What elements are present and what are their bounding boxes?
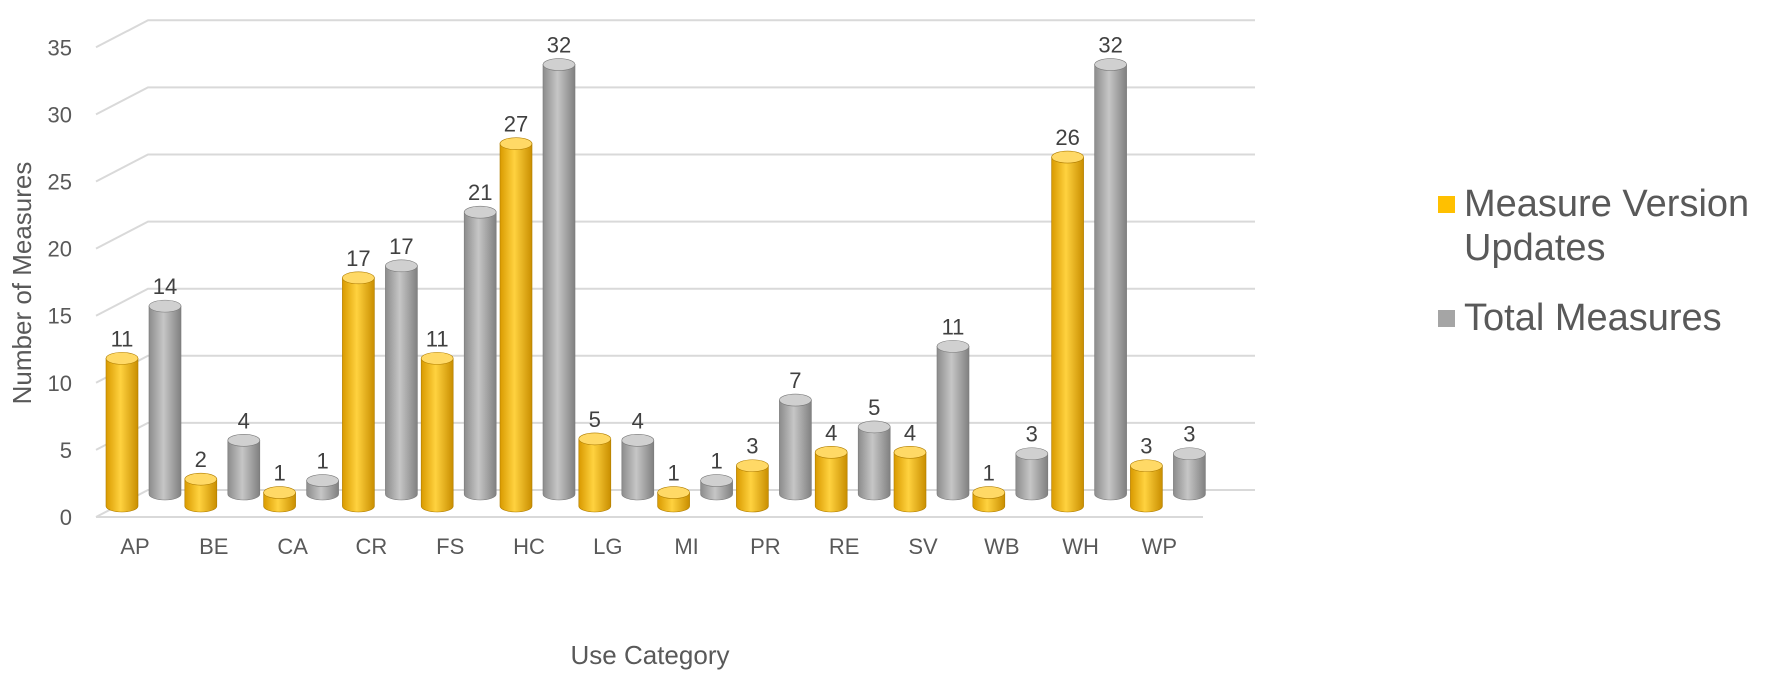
data-label: 14 <box>153 274 177 299</box>
data-label: 11 <box>426 326 449 351</box>
y-tick-label: 20 <box>48 237 72 262</box>
data-label: 32 <box>547 33 571 58</box>
data-label: 11 <box>942 314 965 339</box>
bar-total-measures <box>1015 447 1049 501</box>
legend-label-updates: Measure Version Updates <box>1464 183 1750 269</box>
y-tick-label: 15 <box>48 304 72 329</box>
data-label: 5 <box>868 395 880 420</box>
data-label: 7 <box>789 368 801 393</box>
bar-total-measures <box>1173 447 1206 501</box>
data-label: 26 <box>1055 125 1079 150</box>
bar-measure-version-updates <box>578 432 612 513</box>
gridline <box>95 220 1255 250</box>
bar-measure-version-updates <box>814 446 848 513</box>
data-label: 21 <box>468 180 492 205</box>
x-tick-label: AP <box>120 534 149 559</box>
bar-measure-version-updates <box>263 486 296 513</box>
data-label: 1 <box>983 461 995 486</box>
data-label: 2 <box>195 447 207 472</box>
data-label: 1 <box>710 449 722 474</box>
bar-measure-version-updates <box>736 459 769 513</box>
bar-measure-version-updates <box>105 352 139 513</box>
data-label: 5 <box>589 407 601 432</box>
x-tick-label: RE <box>829 534 860 559</box>
x-tick-label: BE <box>199 534 228 559</box>
data-label: 4 <box>825 420 837 445</box>
data-label: 3 <box>1026 422 1038 447</box>
x-tick-label: PR <box>750 534 781 559</box>
x-tick-label: WH <box>1062 534 1099 559</box>
data-label: 11 <box>111 326 134 351</box>
legend: Measure Version Updates Total Measures <box>1438 182 1758 366</box>
data-label: 1 <box>316 449 328 474</box>
x-tick-label: SV <box>908 534 938 559</box>
data-label: 3 <box>1183 422 1195 447</box>
legend-item-total: Total Measures <box>1438 296 1758 340</box>
y-tick-label: 30 <box>48 102 72 127</box>
data-label: 17 <box>346 246 370 271</box>
data-label: 4 <box>238 408 250 433</box>
x-tick-label: WP <box>1142 534 1177 559</box>
y-tick-label: 5 <box>60 438 72 463</box>
x-tick-label: LG <box>593 534 622 559</box>
x-tick-label: MI <box>674 534 698 559</box>
bar-total-measures <box>463 205 497 501</box>
data-label: 3 <box>1140 434 1152 459</box>
bar-measure-version-updates <box>1051 150 1084 513</box>
data-label: 27 <box>504 112 528 137</box>
data-label: 1 <box>273 461 285 486</box>
bar-total-measures <box>385 259 418 501</box>
gridline <box>95 19 1255 49</box>
y-tick-label: 0 <box>60 505 72 530</box>
y-tick-label: 10 <box>48 371 72 396</box>
x-tick-label: HC <box>513 534 545 559</box>
bar-measure-version-updates <box>972 486 1006 513</box>
gridline <box>95 287 1255 317</box>
bar-total-measures <box>779 393 812 501</box>
bar-total-measures <box>621 434 655 501</box>
bar-total-measures <box>857 420 891 501</box>
legend-swatch-total <box>1438 310 1455 327</box>
x-axis-title: Use Category <box>571 640 730 670</box>
bar-total-measures <box>148 299 182 501</box>
bar-measure-version-updates <box>657 486 690 513</box>
bar-measure-version-updates <box>184 472 218 513</box>
y-axis-title: Number of Measures <box>7 162 37 405</box>
bar-total-measures <box>306 474 339 501</box>
x-tick-label: WB <box>984 534 1019 559</box>
bar-measure-version-updates <box>893 446 927 513</box>
bar-measure-version-updates <box>1130 459 1163 513</box>
bar-measure-version-updates <box>420 352 454 513</box>
data-label: 4 <box>904 420 916 445</box>
y-tick-label: 35 <box>48 35 72 60</box>
data-label: 3 <box>746 434 758 459</box>
gridline <box>95 153 1255 183</box>
bar-total-measures <box>700 474 733 501</box>
x-tick-label: CR <box>356 534 388 559</box>
x-tick-label: FS <box>436 534 464 559</box>
data-label: 4 <box>632 408 644 433</box>
x-tick-label: CA <box>277 534 308 559</box>
bar-total-measures <box>227 434 261 501</box>
bar-total-measures <box>936 340 970 501</box>
bar-measure-version-updates <box>342 271 375 513</box>
bar-measure-version-updates <box>499 137 533 513</box>
data-label: 17 <box>389 234 413 259</box>
bars <box>105 58 1206 513</box>
bar-total-measures <box>1094 58 1127 501</box>
data-label: 1 <box>667 461 679 486</box>
gridline <box>95 86 1255 116</box>
data-label: 32 <box>1098 33 1122 58</box>
legend-item-updates: Measure Version Updates <box>1438 182 1758 270</box>
y-tick-label: 25 <box>48 170 72 195</box>
legend-label-total: Total Measures <box>1464 297 1722 339</box>
bar-total-measures <box>542 58 576 501</box>
legend-swatch-updates <box>1438 196 1455 213</box>
